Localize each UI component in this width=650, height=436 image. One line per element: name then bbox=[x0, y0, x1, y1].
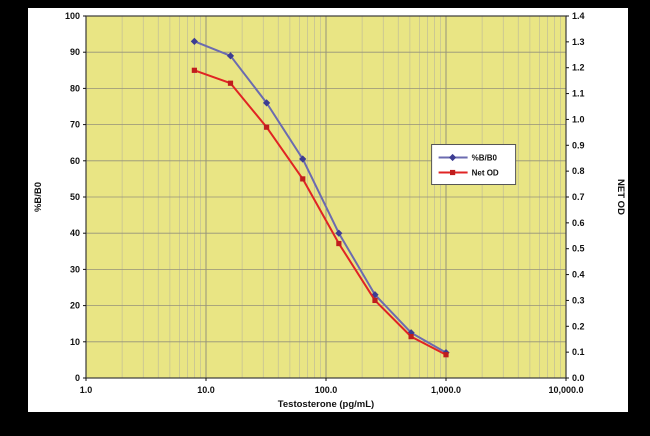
svg-text:0.6: 0.6 bbox=[572, 218, 585, 228]
svg-text:1.3: 1.3 bbox=[572, 37, 585, 47]
svg-text:0.0: 0.0 bbox=[572, 373, 585, 383]
svg-text:0: 0 bbox=[75, 373, 80, 383]
svg-text:1.1: 1.1 bbox=[572, 89, 585, 99]
svg-text:0.2: 0.2 bbox=[572, 321, 585, 331]
svg-text:60: 60 bbox=[70, 156, 80, 166]
axis-titles: Testosterone (pg/mL) NET OD %B/B0 bbox=[33, 179, 626, 410]
chart-panel: 0 10 20 30 40 50 60 70 80 90 100 0.0 0.1 0.2 0.3 0.4 0.5… bbox=[28, 8, 628, 412]
svg-text:Net OD: Net OD bbox=[472, 169, 499, 178]
svg-text:90: 90 bbox=[70, 47, 80, 57]
svg-text:1.4: 1.4 bbox=[572, 11, 585, 21]
series-netod-line bbox=[191, 67, 449, 358]
svg-text:100: 100 bbox=[65, 11, 80, 21]
left-axis-title: %B/B0 bbox=[33, 182, 44, 212]
legend: %B/B0 Net OD bbox=[431, 144, 517, 186]
svg-text:%B/B0: %B/B0 bbox=[472, 154, 498, 163]
gridlines bbox=[86, 16, 566, 378]
svg-text:0.4: 0.4 bbox=[572, 270, 585, 280]
svg-text:100.0: 100.0 bbox=[315, 385, 338, 395]
svg-text:1.0: 1.0 bbox=[80, 385, 93, 395]
svg-text:50: 50 bbox=[70, 192, 80, 202]
svg-text:0.8: 0.8 bbox=[572, 166, 585, 176]
svg-text:80: 80 bbox=[70, 83, 80, 93]
svg-text:10.0: 10.0 bbox=[197, 385, 215, 395]
standard-curve-chart: 0 10 20 30 40 50 60 70 80 90 100 0.0 0.1 0.2 0.3 0.4 0.5… bbox=[33, 11, 626, 410]
svg-text:70: 70 bbox=[70, 120, 80, 130]
y-axis-left: 0 10 20 30 40 50 60 70 80 90 100 bbox=[65, 11, 86, 383]
y-axis-right: 0.0 0.1 0.2 0.3 0.4 0.5 0.6 0.7 0.8 0.9 1.0 1.1 1.2 1… bbox=[566, 11, 585, 383]
svg-text:30: 30 bbox=[70, 264, 80, 274]
x-axis: 1.0 10.0 100.0 1,000.0 10,000.0 bbox=[80, 378, 584, 395]
svg-text:1.0: 1.0 bbox=[572, 114, 585, 124]
svg-text:0.3: 0.3 bbox=[572, 295, 585, 305]
svg-text:0.9: 0.9 bbox=[572, 140, 585, 150]
svg-text:10,000.0: 10,000.0 bbox=[548, 385, 583, 395]
svg-text:10: 10 bbox=[70, 337, 80, 347]
svg-text:0.7: 0.7 bbox=[572, 192, 585, 202]
svg-text:20: 20 bbox=[70, 301, 80, 311]
svg-text:0.1: 0.1 bbox=[572, 347, 585, 357]
right-axis-title: NET OD bbox=[615, 179, 626, 215]
svg-text:40: 40 bbox=[70, 228, 80, 238]
x-axis-title: Testosterone (pg/mL) bbox=[278, 399, 374, 410]
svg-text:1,000.0: 1,000.0 bbox=[431, 385, 461, 395]
svg-text:1.2: 1.2 bbox=[572, 63, 585, 73]
svg-text:0.5: 0.5 bbox=[572, 244, 585, 254]
